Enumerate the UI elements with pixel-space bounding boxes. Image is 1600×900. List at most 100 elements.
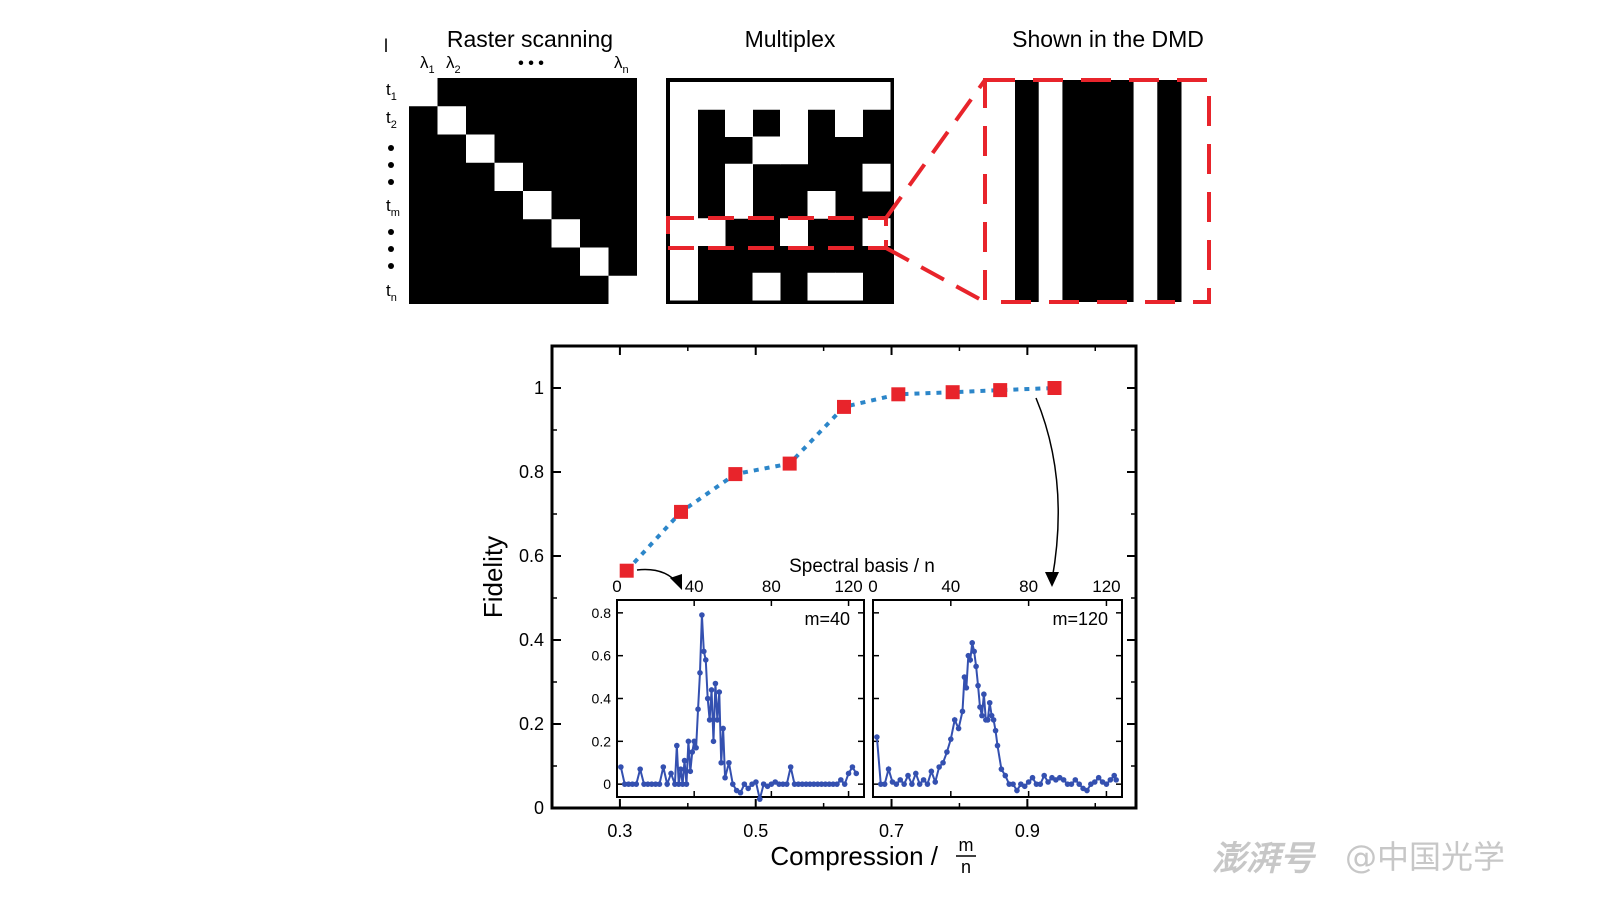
inset-data-point	[637, 766, 643, 772]
dmd-stripes	[1015, 80, 1182, 302]
inset-data-point	[625, 781, 632, 787]
main-series-points	[619, 381, 1062, 578]
dmd-stripe-black	[1015, 80, 1040, 302]
inset-data-point	[685, 738, 692, 745]
multiplex-title: Multiplex	[745, 26, 836, 52]
multiplex-cell-on	[752, 272, 781, 301]
inset-data-point	[1025, 779, 1032, 785]
multiplex-row-highlight	[666, 216, 888, 250]
main-x-tick-label: 0.5	[743, 821, 768, 841]
main-y-tick-label: 0.8	[519, 462, 544, 482]
inset-data-point	[716, 689, 723, 695]
inset-y-tick-label: 0.2	[592, 733, 612, 749]
raster-cell-on	[409, 78, 438, 107]
inset-data-point	[714, 717, 721, 723]
inset-data-point	[672, 781, 678, 787]
inset-data-point	[803, 781, 809, 787]
raster-cell-on	[608, 275, 637, 304]
inset-data-point	[845, 770, 852, 777]
main-data-point	[782, 456, 797, 471]
t-label-1: t1	[386, 80, 397, 103]
main-x-axis-label: Compression /	[770, 841, 938, 871]
multiplex-cell-on	[670, 272, 698, 301]
inset-data-point	[687, 768, 694, 775]
inset-data-point	[990, 717, 997, 723]
multiplex-cell-on	[835, 272, 863, 301]
multiplex-cell-on	[670, 245, 698, 274]
highlight-box	[666, 216, 888, 250]
multiplex-cell-on	[725, 82, 753, 110]
multiplex-cell-on	[725, 191, 753, 219]
inset-y-tick-label: 0.6	[592, 648, 612, 664]
multiplex-cell-on	[780, 218, 808, 246]
inset-x-tick-label: 0	[612, 577, 621, 596]
inset-data-point	[699, 612, 705, 618]
multiplex-cell-on	[835, 82, 863, 110]
inset-data-point	[710, 738, 717, 745]
raster-title: Raster scanning	[447, 26, 613, 52]
inset-data-point	[701, 648, 707, 655]
inset-data-point	[984, 717, 991, 723]
multiplex-cell-on	[670, 109, 698, 137]
multiplex-cell-on	[752, 136, 781, 165]
inset-data-point	[618, 764, 624, 770]
inset-data-point	[969, 640, 976, 646]
inset-data-point	[959, 708, 966, 715]
multiplex-cell-on	[807, 272, 836, 301]
inset-data-point	[693, 744, 699, 751]
inset-data-point	[677, 766, 684, 772]
raster-panel: Raster scanning l λ1 λ2 • • • λn t1 t2 t…	[384, 26, 637, 304]
inset-data-point	[741, 781, 748, 787]
main-x-axis-fraction-denominator: n	[961, 857, 971, 877]
inset-data-point	[998, 766, 1005, 772]
inset-data-point	[1010, 781, 1016, 787]
multiplex-cell-on	[670, 136, 698, 165]
inset-data-point	[1037, 781, 1044, 787]
t-dot	[388, 179, 394, 185]
multiplex-pattern	[670, 82, 891, 301]
inset-data-point	[830, 781, 836, 787]
callout-arrow-left	[636, 568, 679, 585]
inset-data-point	[905, 772, 911, 779]
inset-data-point	[973, 663, 979, 670]
inset-data-point	[776, 781, 782, 787]
inset-data-point	[897, 777, 904, 783]
multiplex-cell-on	[862, 163, 891, 192]
t-label-m: tm	[386, 196, 400, 219]
multiplex-cell-on	[670, 82, 698, 110]
multiplex-cell-on	[752, 82, 781, 110]
raster-cell-on	[551, 219, 580, 248]
inset-x-tick-label: 40	[941, 577, 960, 596]
inset-x-tick-label: 120	[1092, 577, 1120, 596]
main-data-point	[945, 385, 960, 400]
inset-data-point	[955, 725, 962, 732]
main-x-axis-fraction-numerator: m	[959, 835, 974, 855]
inset-data-point	[691, 738, 697, 745]
t-dot	[388, 263, 394, 269]
inset-data-point	[1103, 781, 1110, 787]
inset-data-point	[648, 781, 655, 787]
inset-data-point	[656, 781, 663, 787]
inset-x-tick-label: 120	[834, 577, 862, 596]
raster-cell-on	[494, 162, 523, 191]
multiplex-cell-on	[725, 109, 753, 137]
inset-data-point	[697, 670, 703, 676]
inset-data-point	[912, 770, 919, 777]
inset-data-point	[753, 779, 759, 785]
multiplex-cell-on	[835, 109, 863, 137]
inset-data-point	[979, 712, 985, 719]
dmd-title: Shown in the DMD	[1012, 26, 1204, 52]
inset-data-point	[909, 781, 915, 787]
inset-shared-x-label: Spectral basis / n	[789, 556, 935, 577]
multiplex-cell-on	[670, 163, 698, 192]
inset-data-point	[822, 781, 829, 787]
callout-arrowhead-right	[1045, 572, 1059, 587]
inset-data-point	[708, 687, 715, 693]
multiplex-cell-on	[780, 136, 808, 165]
inset-data-point	[683, 781, 690, 787]
multiplex-cell-on	[780, 109, 808, 137]
inset-data-point	[722, 774, 728, 781]
lambda-label-2: λ2	[446, 53, 461, 76]
inset-y-tick-label: 0.4	[592, 691, 612, 707]
inset-data-point	[1064, 781, 1071, 787]
